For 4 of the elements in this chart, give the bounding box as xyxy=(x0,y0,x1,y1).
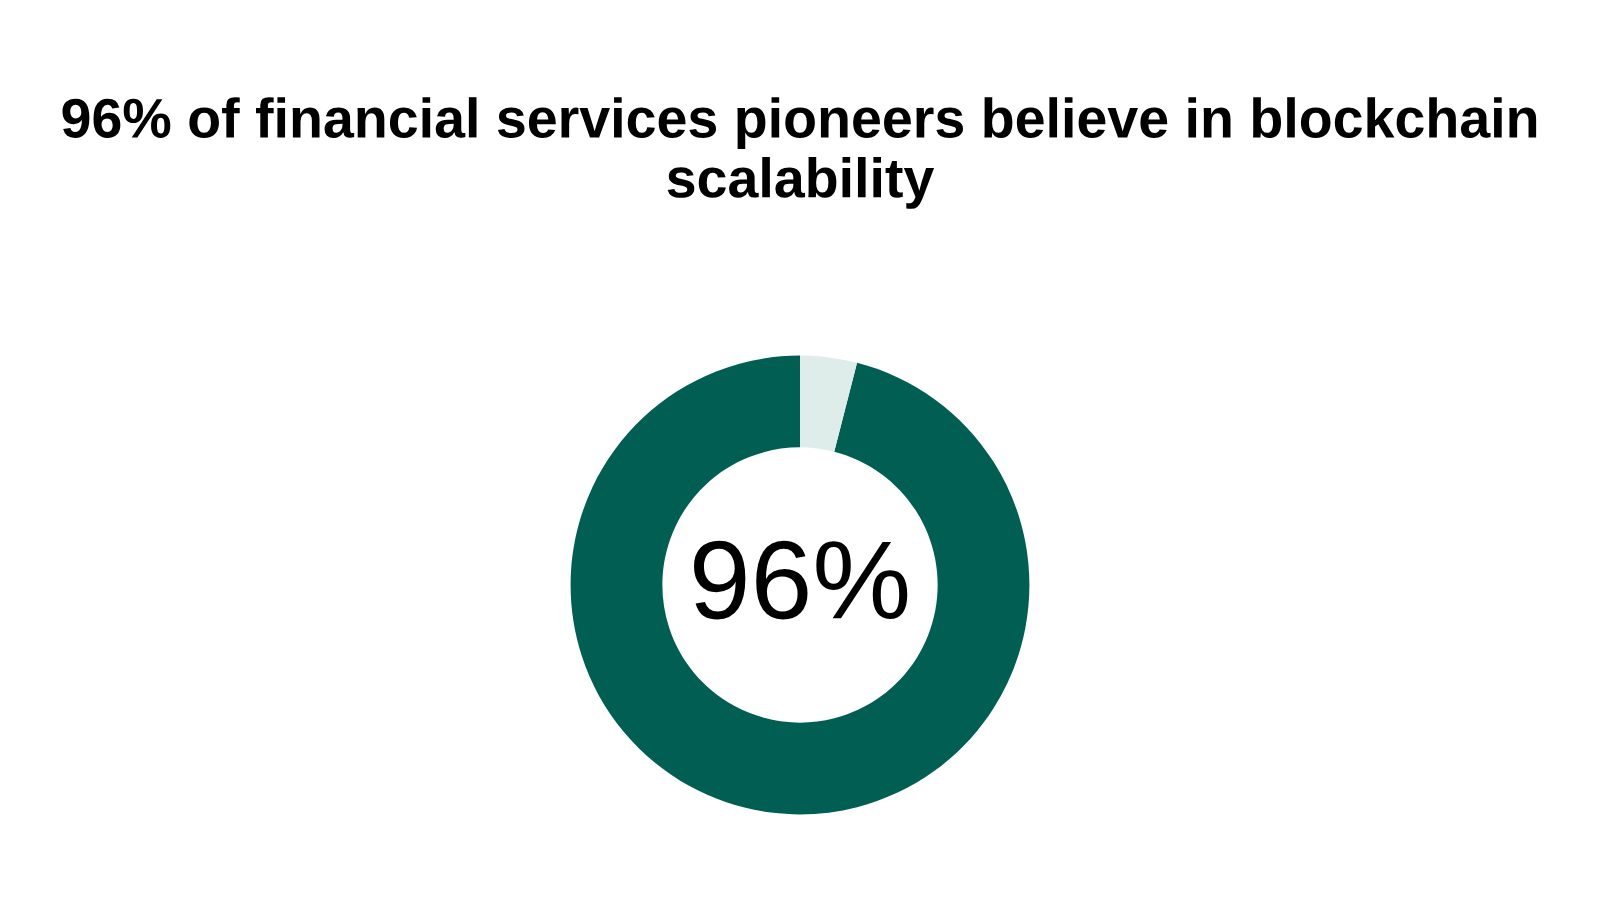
chart-title: 96% of financial services pioneers believe in blockchain scalability xyxy=(62,97,1537,209)
donut-slice xyxy=(800,355,858,452)
donut-slice xyxy=(570,355,1030,815)
text: 96% xyxy=(694,540,908,620)
